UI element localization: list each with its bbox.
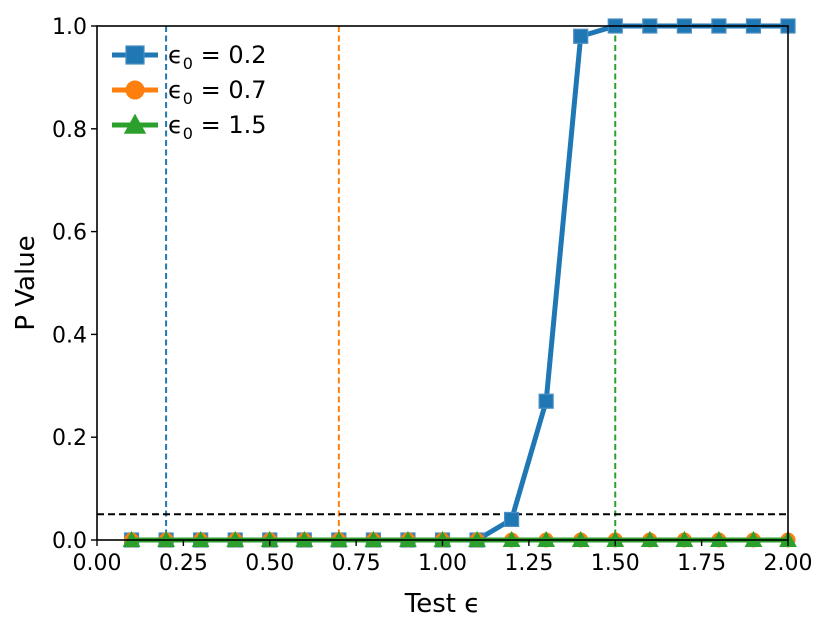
data-point	[191, 530, 210, 547]
data-point	[329, 530, 348, 547]
data-point	[122, 530, 141, 547]
x-tick-label: 0.75	[332, 551, 381, 576]
data-point	[675, 530, 694, 547]
data-point	[710, 530, 728, 547]
legend-label: ϵ0 = 0.7	[168, 76, 267, 108]
data-point	[573, 28, 589, 44]
x-tick-label: 1.50	[591, 551, 640, 576]
legend: ϵ0 = 0.2ϵ0 = 0.7ϵ0 = 1.5	[112, 41, 267, 143]
x-tick-label: 0.25	[159, 551, 208, 576]
data-point	[260, 530, 279, 547]
data-point	[295, 530, 314, 547]
data-point	[433, 530, 452, 547]
data-point	[571, 530, 590, 547]
data-point	[468, 530, 486, 547]
data-point	[606, 530, 625, 547]
x-tick-label: 1.75	[677, 551, 726, 576]
y-tick-label: 0.2	[52, 426, 87, 451]
data-point	[538, 393, 554, 409]
x-tick-label: 0.00	[73, 551, 122, 576]
legend-marker	[125, 45, 145, 65]
legend-marker	[125, 80, 145, 100]
legend-entry: ϵ0 = 0.7	[112, 76, 267, 108]
y-tick-label: 0.8	[52, 118, 87, 143]
x-axis-label: Test ϵ	[404, 589, 480, 619]
x-tick-label: 0.50	[245, 551, 294, 576]
legend-entry: ϵ0 = 0.2	[112, 41, 267, 73]
x-tick-label: 2.00	[764, 551, 813, 576]
data-point	[504, 511, 520, 528]
legend-label: ϵ0 = 0.2	[168, 41, 267, 73]
data-point	[226, 530, 245, 547]
data-point	[399, 530, 417, 547]
data-point	[744, 530, 763, 547]
y-tick-label: 0.6	[52, 221, 87, 246]
y-axis-label: P Value	[11, 235, 41, 330]
data-point	[537, 530, 556, 547]
y-tick-label: 0.4	[52, 323, 87, 348]
x-tick-label: 1.00	[418, 551, 467, 576]
x-tick-label: 1.25	[504, 551, 553, 576]
y-tick-label: 1.0	[52, 15, 87, 40]
data-point	[364, 530, 383, 547]
legend-label: ϵ0 = 1.5	[168, 111, 267, 143]
data-point	[502, 530, 521, 547]
legend-marker	[123, 113, 147, 134]
axis-ticks: 0.00 0.25 0.50 0.75 1.00 1.25 1.50 1.75 2.00 0.0 0…	[52, 15, 812, 576]
data-point	[157, 530, 175, 547]
y-tick-label: 0.0	[52, 529, 87, 554]
legend-entry: ϵ0 = 1.5	[112, 111, 267, 143]
data-point	[640, 530, 659, 547]
